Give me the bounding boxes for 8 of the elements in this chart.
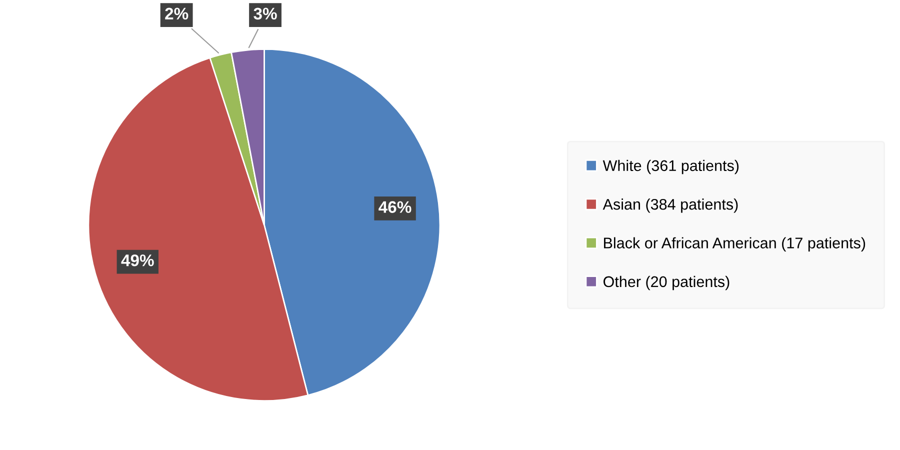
- legend-label: White (361 patients): [602, 160, 739, 174]
- data-label: 2%: [165, 8, 188, 20]
- data-label: 46%: [378, 201, 412, 213]
- legend-label: Asian (384 patients): [602, 198, 738, 213]
- legend-label: Black or African American (17 patients): [604, 237, 866, 252]
- legend-label: Other (20 patients): [604, 276, 730, 290]
- data-label: 49%: [121, 254, 154, 266]
- data-label: 3%: [254, 8, 277, 20]
